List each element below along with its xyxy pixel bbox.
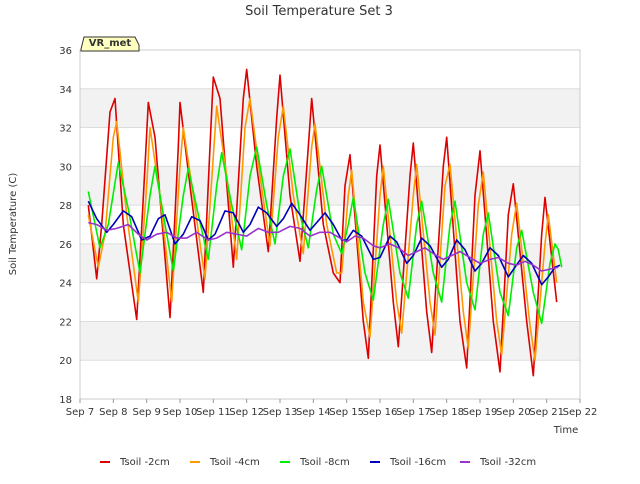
legend-label: Tsoil -32cm	[479, 457, 536, 468]
y-axis-ticks: 18 20 22 24 26 28 30 32 34 36	[59, 46, 72, 406]
badge-label: VR_met	[89, 38, 132, 49]
legend-item: Tsoil -16cm	[370, 457, 446, 468]
x-tick-label: Sep 12	[229, 407, 264, 418]
plot-band	[80, 88, 580, 128]
series-lines	[87, 68, 563, 377]
legend: Tsoil -2cm Tsoil -4cm Tsoil -8cm Tsoil -16c…	[100, 457, 536, 468]
series-line-0	[87, 68, 558, 377]
x-axis-label: Time	[553, 425, 578, 436]
x-tick-label: Sep 14	[296, 407, 331, 418]
legend-label: Tsoil -2cm	[119, 457, 170, 468]
y-tick-label: 20	[59, 356, 72, 367]
y-tick-label: 34	[59, 85, 72, 96]
x-tick-label: Sep 10	[163, 407, 198, 418]
legend-item: Tsoil -2cm	[100, 457, 170, 468]
plot-band	[80, 166, 580, 206]
y-tick-label: 30	[59, 162, 72, 173]
series-line-4	[88, 221, 559, 272]
y-tick-label: 32	[59, 124, 72, 135]
legend-item: Tsoil -4cm	[190, 457, 260, 468]
legend-label: Tsoil -16cm	[389, 457, 446, 468]
series-line-3	[87, 200, 561, 286]
vr-met-badge: VR_met	[80, 36, 140, 52]
x-tick-label: Sep 15	[329, 407, 364, 418]
x-tick-label: Sep 18	[429, 407, 464, 418]
x-tick-label: Sep 21	[529, 407, 564, 418]
x-tick-label: Sep 16	[363, 407, 398, 418]
x-tick-label: Sep 17	[396, 407, 431, 418]
y-tick-label: 22	[59, 317, 72, 328]
x-tick-label: Sep 20	[496, 407, 531, 418]
chart-title: Soil Temperature Set 3	[245, 4, 393, 19]
y-tick-label: 26	[59, 240, 72, 251]
plot-band	[80, 243, 580, 283]
plot-frame	[79, 49, 581, 400]
legend-item: Tsoil -8cm	[280, 457, 350, 468]
y-tick-label: 36	[59, 46, 72, 57]
y-tick-label: 28	[59, 201, 72, 212]
x-tick-label: Sep 11	[196, 407, 231, 418]
x-tick-label: Sep 7	[66, 407, 94, 418]
x-tick-label: Sep 13	[263, 407, 298, 418]
y-tick-label: 18	[59, 395, 72, 406]
y-axis-label: Soil Temperature (C)	[8, 173, 19, 276]
x-tick-label: Sep 22	[563, 407, 598, 418]
legend-label: Tsoil -4cm	[209, 457, 260, 468]
badge-shape	[80, 36, 140, 52]
x-tick-label: Sep 9	[132, 407, 160, 418]
legend-item: Tsoil -32cm	[460, 457, 536, 468]
series-line-1	[87, 97, 558, 361]
legend-label: Tsoil -8cm	[299, 457, 350, 468]
x-tick-label: Sep 8	[99, 407, 127, 418]
plot-band	[80, 321, 580, 361]
x-tick-label: Sep 19	[463, 407, 498, 418]
y-tick-label: 24	[59, 279, 72, 290]
